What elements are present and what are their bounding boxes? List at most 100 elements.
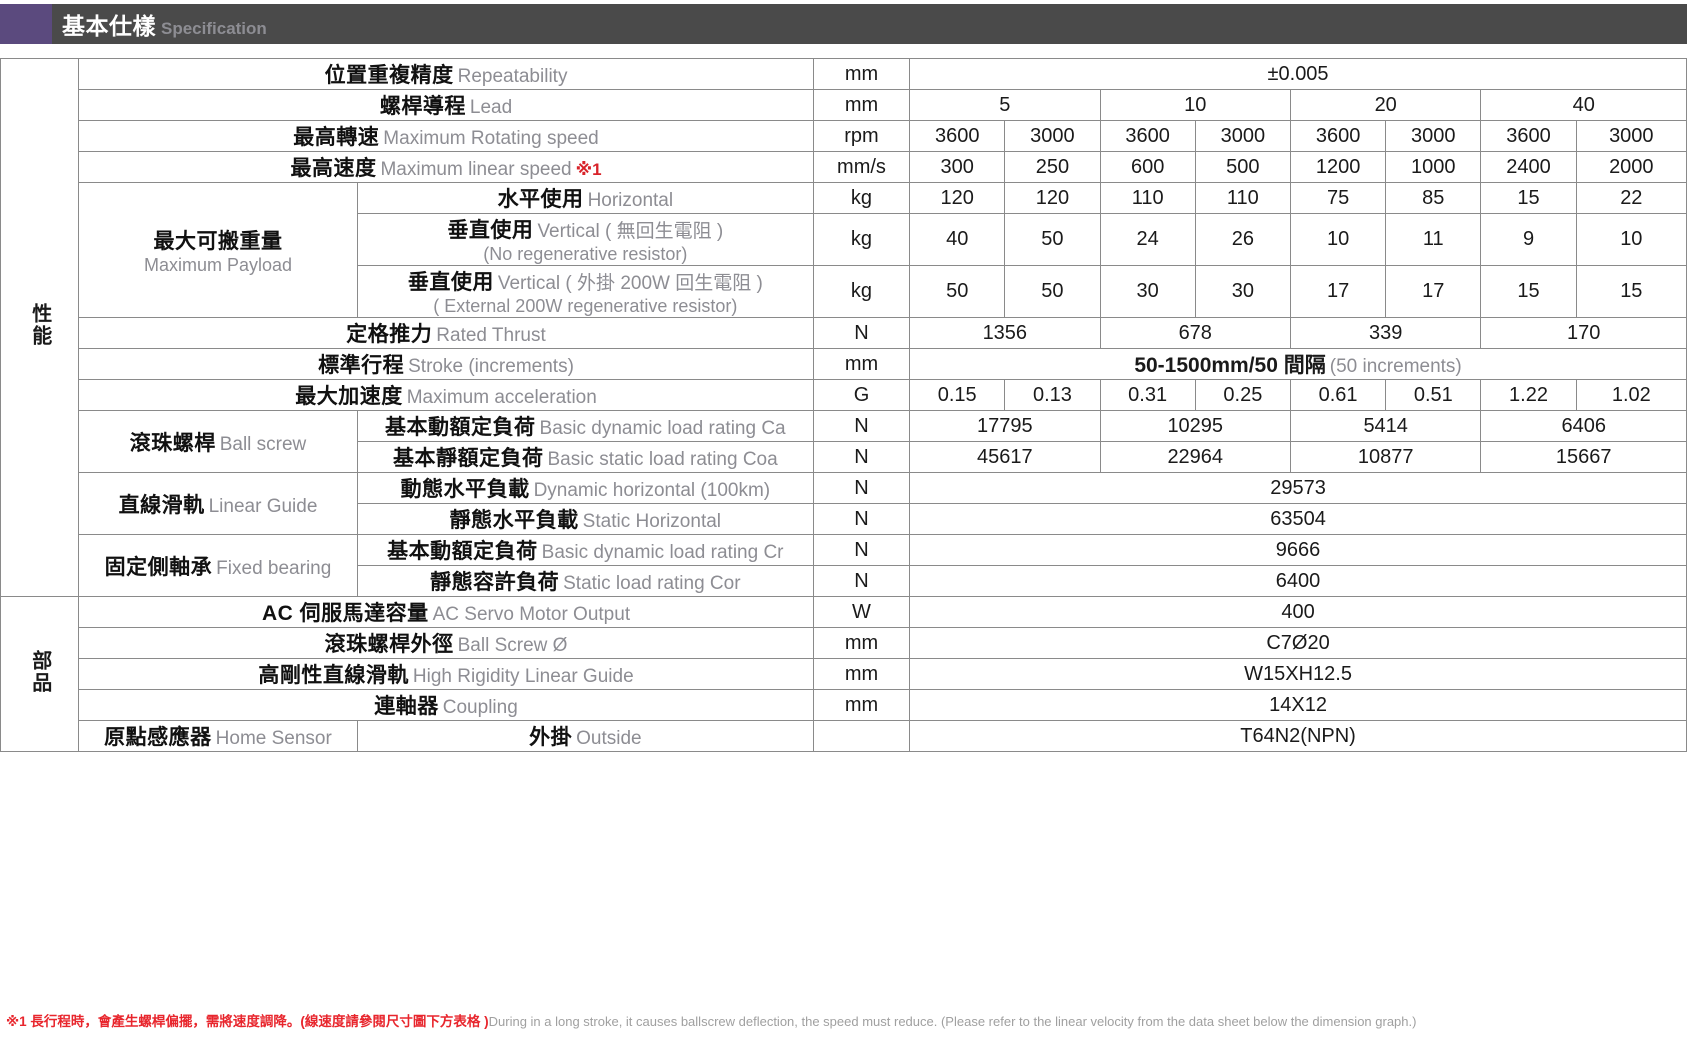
cell-value: 15667 [1480, 441, 1687, 473]
table-row: 滾珠螺桿外徑 Ball Screw Ø mm C7Ø20 [1, 627, 1687, 659]
lead-group-value: 20 [1289, 89, 1482, 121]
row-label-cn: 最高轉速 [293, 126, 380, 149]
row-unit: N [812, 441, 911, 473]
cell-value: 1200 [1289, 151, 1387, 183]
row-label: 滾珠螺桿外徑 Ball Screw Ø [78, 627, 814, 659]
cell-value: 2000 [1575, 151, 1687, 183]
cell-value: 85 [1385, 182, 1482, 214]
cell-value: 0.61 [1289, 379, 1387, 411]
sublabel-cn: 基本動額定負荷 [387, 540, 538, 563]
row-label-en: Maximum Rotating speed [383, 128, 599, 149]
category-performance: 性能 [0, 58, 80, 597]
row-label-cn: 最高速度 [290, 157, 377, 180]
table-row: 垂直使用 Vertical ( 無回生電阻 ) (No regenerative … [1, 213, 1687, 266]
row-label: 最高速度 Maximum linear speed ※1 [78, 151, 814, 183]
sublabel-cn: 基本動額定負荷 [385, 416, 536, 439]
cell-value: 250 [1004, 151, 1101, 183]
stroke-value-cn: 50-1500mm/50 間隔 [1134, 354, 1326, 377]
row-value: T64N2(NPN) [909, 720, 1687, 752]
table-row: 直線滑軌 Linear Guide 動態水平負載 Dynamic horizonta… [1, 472, 1687, 535]
footnote-cn: ※1 長行程時，會產生螺桿偏擺，需將速度調降。(線速度請參閱尺寸圖下方表格 ) [6, 1014, 489, 1029]
cell-value: 9 [1480, 213, 1577, 266]
cell-value: 3600 [1099, 120, 1196, 152]
cell-value: 3000 [1385, 120, 1482, 152]
row-value: ±0.005 [909, 58, 1687, 90]
row-label-en: AC Servo Motor Output [432, 604, 631, 625]
row-unit: N [812, 503, 911, 535]
cell-value: 110 [1194, 182, 1291, 214]
spec-table: 性能 位置重複精度 Repeatability mm ±0.005 螺桿導程 Lea… [0, 58, 1687, 752]
cell-value: 6406 [1480, 410, 1687, 442]
cell-value: 11 [1385, 213, 1482, 266]
cell-value: 3600 [1289, 120, 1387, 152]
row-unit [812, 720, 911, 752]
row-sublabel: 基本動額定負荷 Basic dynamic load rating Cr [356, 534, 814, 566]
sublabel-cn: 靜態水平負載 [449, 509, 579, 532]
header-accent-block [0, 4, 52, 44]
row-label: 標準行程 Stroke (increments) [78, 348, 814, 380]
cell-value: 3600 [909, 120, 1006, 152]
row-unit: N [812, 565, 911, 597]
row-label-en: Stroke (increments) [408, 356, 574, 377]
row-label: 最高轉速 Maximum Rotating speed [78, 120, 814, 152]
table-row: 靜態水平負載 Static Horizontal N 63504 [1, 503, 1687, 535]
cell-value: 5414 [1289, 410, 1482, 442]
row-label-en: Rated Thrust [436, 325, 546, 346]
table-row: 螺桿導程 Lead mm 5 10 20 40 [1, 89, 1687, 121]
group-label-cn: 最大可搬重量 [153, 229, 283, 253]
row-unit: G [812, 379, 911, 411]
cell-value: 75 [1289, 182, 1387, 214]
row-sublabel: 基本動額定負荷 Basic dynamic load rating Ca [356, 410, 814, 442]
cell-value: 26 [1194, 213, 1291, 266]
row-label: 高剛性直線滑軌 High Rigidity Linear Guide [78, 658, 814, 690]
cell-value: 500 [1194, 151, 1291, 183]
group-label-en: Ball screw [219, 433, 307, 455]
table-row: 最大加速度 Maximum acceleration G 0.15 0.13 0.… [1, 379, 1687, 411]
row-unit: kg [812, 182, 911, 214]
table-row: 高剛性直線滑軌 High Rigidity Linear Guide mm W15… [1, 658, 1687, 690]
header-title-cn: 基本仕樣 [62, 13, 156, 39]
cell-value: 50 [909, 265, 1006, 318]
cell-value: 10295 [1099, 410, 1291, 442]
cell-value: 50 [1004, 213, 1101, 266]
sublabel-en: Basic dynamic load rating Cr [541, 542, 784, 563]
table-row: 定格推力 Rated Thrust N 1356 678 339 170 [1, 317, 1687, 349]
row-value: 50-1500mm/50 間隔 (50 increments) [909, 348, 1687, 380]
cell-value: 339 [1289, 317, 1482, 349]
cell-value: 10 [1289, 213, 1387, 266]
row-label-cn: 標準行程 [318, 354, 405, 377]
row-label-cn: 螺桿導程 [379, 95, 466, 118]
sublabel-cn: 動態水平負載 [400, 478, 530, 501]
row-unit: mm [812, 348, 911, 380]
stroke-value-en: (50 increments) [1329, 356, 1462, 377]
group-label-en: Linear Guide [208, 495, 318, 517]
cell-value: 22964 [1099, 441, 1291, 473]
row-label-cn: AC 伺服馬達容量 [261, 602, 429, 625]
row-unit: W [812, 596, 911, 628]
sublabel-cn: 外掛 [529, 726, 573, 749]
cell-value: 1.22 [1480, 379, 1577, 411]
sublabel-cn: 垂直使用 [447, 219, 534, 242]
sublabel-cn: 垂直使用 [407, 271, 494, 294]
table-row: 最高速度 Maximum linear speed ※1 mm/s 300 250 … [1, 151, 1687, 183]
lead-group-value: 10 [1099, 89, 1291, 121]
cell-value: 1356 [909, 317, 1101, 349]
row-group-label-linearguide: 直線滑軌 Linear Guide [78, 472, 358, 535]
cell-value: 10 [1575, 213, 1687, 266]
cell-value: 110 [1099, 182, 1196, 214]
row-value: 63504 [909, 503, 1687, 535]
cell-value: 40 [909, 213, 1006, 266]
table-row: 固定側軸承 Fixed bearing 基本動額定負荷 Basic dynamic … [1, 534, 1687, 597]
row-label-cn: 高剛性直線滑軌 [258, 664, 409, 687]
row-label-en: Ball Screw Ø [457, 635, 568, 656]
group-label-cn: 固定側軸承 [104, 555, 213, 579]
row-label-en: Repeatability [457, 66, 568, 87]
table-row: 最大可搬重量 Maximum Payload 水平使用 Horizontal kg… [1, 182, 1687, 318]
sublabel-en2: ( External 200W regenerative resistor) [433, 296, 738, 316]
category-performance-label: 性能 [28, 303, 51, 348]
row-label-cn: 最大加速度 [295, 385, 403, 408]
row-label-cn: 滾珠螺桿外徑 [324, 633, 454, 656]
cell-value: 3000 [1575, 120, 1687, 152]
cell-value: 3000 [1004, 120, 1101, 152]
row-value: 14X12 [909, 689, 1687, 721]
